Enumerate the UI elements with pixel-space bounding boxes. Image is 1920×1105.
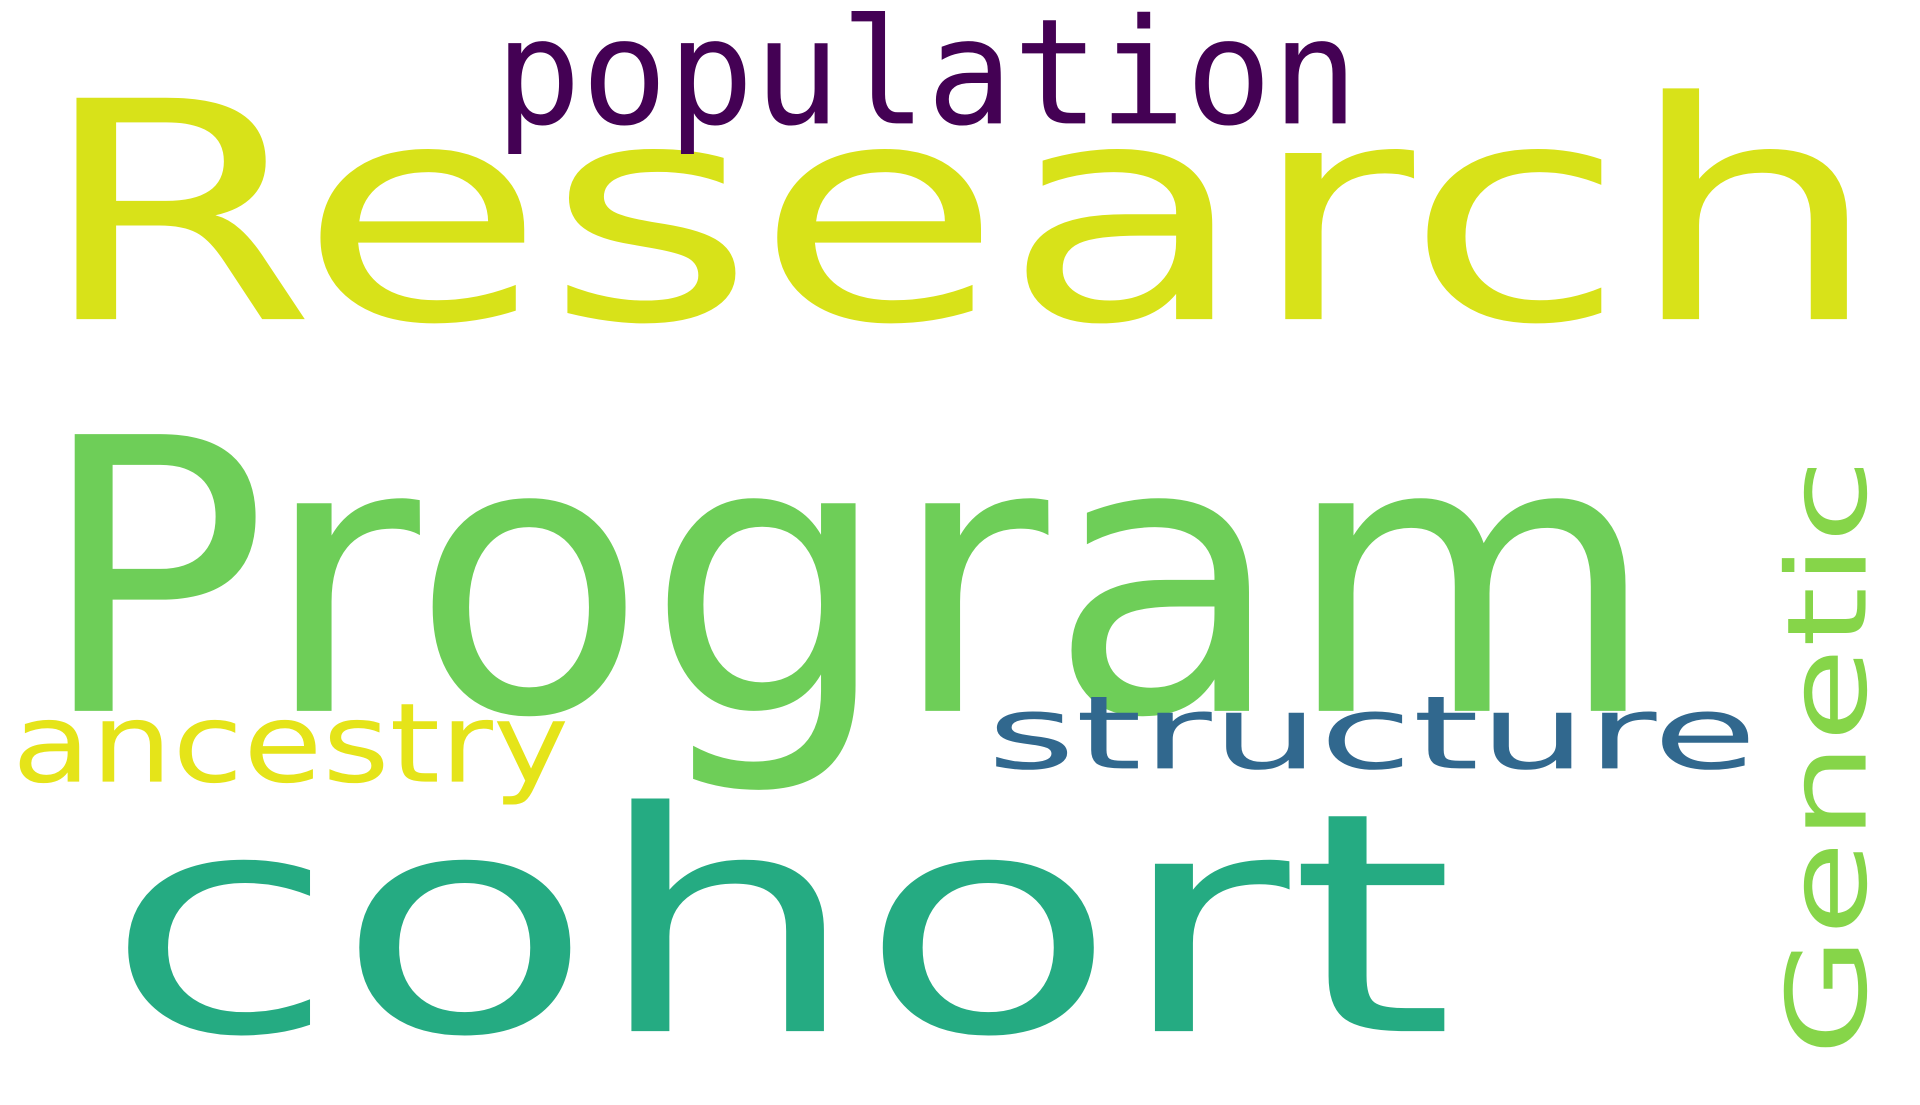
word-ancestry: ancestry — [12, 679, 570, 809]
word-research: Research — [36, 36, 1881, 392]
word-cohort: cohort — [105, 746, 1455, 1105]
word-structure: structure — [986, 674, 1758, 794]
word-program: Program — [36, 357, 1658, 802]
word-population: population — [494, 0, 1358, 159]
word-genetic: Genetic — [1763, 457, 1893, 1056]
word-cloud: Research Program cohort population struc… — [12, 0, 1893, 1105]
